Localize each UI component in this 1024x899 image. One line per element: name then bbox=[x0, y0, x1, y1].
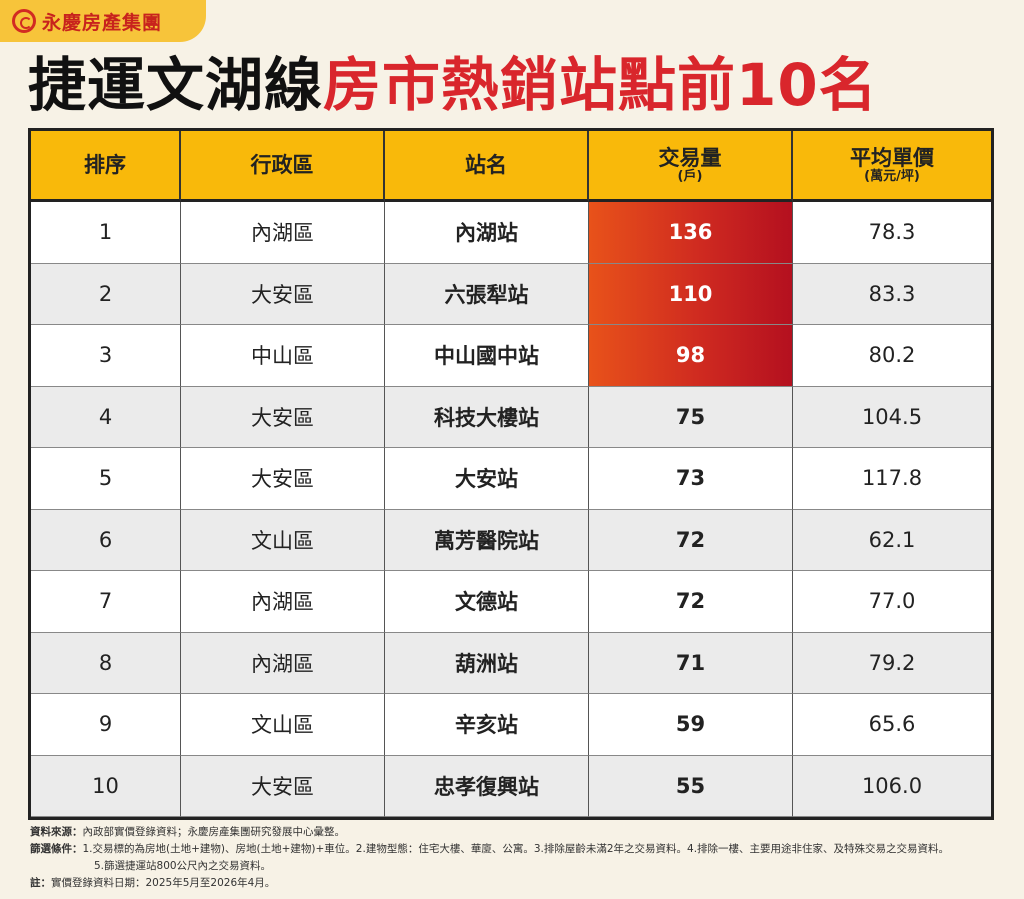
brand-name: 永慶房產集團 bbox=[42, 11, 163, 34]
source-label: 資料來源： bbox=[30, 826, 83, 838]
cell-district: 內湖區 bbox=[181, 632, 385, 694]
header-rank-label: 排序 bbox=[84, 153, 126, 177]
header-rank: 排序 bbox=[31, 131, 181, 202]
header-district: 行政區 bbox=[181, 131, 385, 202]
cell-volume: 75 bbox=[589, 386, 793, 448]
cell-price: 83.3 bbox=[793, 263, 991, 325]
cell-volume: 59 bbox=[589, 694, 793, 756]
brand-logo-icon bbox=[12, 9, 36, 33]
cell-volume: 55 bbox=[589, 755, 793, 817]
source-text: 內政部實價登錄資料；永慶房產集團研究發展中心彙整。 bbox=[82, 826, 346, 838]
cell-station: 文德站 bbox=[385, 571, 589, 633]
filter-label: 篩選條件： bbox=[30, 843, 83, 855]
cell-price: 80.2 bbox=[793, 325, 991, 387]
cell-price: 77.0 bbox=[793, 571, 991, 633]
cell-volume: 72 bbox=[589, 509, 793, 571]
cell-district: 文山區 bbox=[181, 509, 385, 571]
header-volume-unit: (戶) bbox=[677, 168, 703, 184]
page-title: 捷運文湖線房市熱銷站點前10名 bbox=[28, 50, 998, 120]
cell-station: 中山國中站 bbox=[385, 325, 589, 387]
cell-volume: 136 bbox=[589, 202, 793, 264]
filter-text: 1.交易標的為房地(土地+建物)、房地(土地+建物)+車位。2.建物型態：住宅大… bbox=[82, 843, 950, 855]
header-station: 站名 bbox=[385, 131, 589, 202]
header-price-unit: (萬元/坪) bbox=[864, 168, 920, 184]
footer-notes: 資料來源：內政部實價登錄資料；永慶房產集團研究發展中心彙整。 篩選條件：1.交易… bbox=[30, 824, 1000, 892]
cell-rank: 6 bbox=[31, 509, 181, 571]
cell-price: 78.3 bbox=[793, 202, 991, 264]
cell-district: 大安區 bbox=[181, 263, 385, 325]
cell-district: 大安區 bbox=[181, 755, 385, 817]
cell-district: 內湖區 bbox=[181, 202, 385, 264]
filter-note: 篩選條件：1.交易標的為房地(土地+建物)、房地(土地+建物)+車位。2.建物型… bbox=[30, 841, 1000, 858]
cell-district: 中山區 bbox=[181, 325, 385, 387]
cell-station: 忠孝復興站 bbox=[385, 755, 589, 817]
cell-volume: 110 bbox=[589, 263, 793, 325]
cell-rank: 1 bbox=[31, 202, 181, 264]
header-station-label: 站名 bbox=[465, 153, 507, 177]
cell-rank: 4 bbox=[31, 386, 181, 448]
cell-price: 106.0 bbox=[793, 755, 991, 817]
cell-station: 內湖站 bbox=[385, 202, 589, 264]
header-volume: 交易量 (戶) bbox=[589, 131, 793, 202]
cell-rank: 5 bbox=[31, 448, 181, 510]
cell-price: 104.5 bbox=[793, 386, 991, 448]
note-text: 實價登錄資料日期：2025年5月至2026年4月。 bbox=[51, 877, 276, 889]
header-price: 平均單價 (萬元/坪) bbox=[793, 131, 991, 202]
cell-station: 辛亥站 bbox=[385, 694, 589, 756]
cell-rank: 3 bbox=[31, 325, 181, 387]
cell-price: 79.2 bbox=[793, 632, 991, 694]
cell-rank: 7 bbox=[31, 571, 181, 633]
cell-district: 文山區 bbox=[181, 694, 385, 756]
cell-rank: 2 bbox=[31, 263, 181, 325]
cell-station: 大安站 bbox=[385, 448, 589, 510]
cell-station: 科技大樓站 bbox=[385, 386, 589, 448]
cell-station: 萬芳醫院站 bbox=[385, 509, 589, 571]
cell-district: 大安區 bbox=[181, 448, 385, 510]
filter-note-2: 5.篩選捷運站800公尺內之交易資料。 bbox=[94, 860, 272, 872]
cell-rank: 9 bbox=[31, 694, 181, 756]
cell-station: 六張犁站 bbox=[385, 263, 589, 325]
cell-district: 大安區 bbox=[181, 386, 385, 448]
cell-volume: 71 bbox=[589, 632, 793, 694]
ranking-table: 排序 行政區 站名 交易量 (戶) 平均單價 (萬元/坪) 1 內湖區 內湖站 136… bbox=[28, 128, 994, 820]
cell-volume: 98 bbox=[589, 325, 793, 387]
cell-volume: 73 bbox=[589, 448, 793, 510]
note-label: 註： bbox=[30, 877, 51, 889]
header-volume-label: 交易量 bbox=[658, 145, 722, 170]
cell-district: 內湖區 bbox=[181, 571, 385, 633]
brand-badge: 永慶房產集團 bbox=[0, 0, 206, 42]
date-note: 註：實價登錄資料日期：2025年5月至2026年4月。 bbox=[30, 875, 1000, 892]
cell-volume: 72 bbox=[589, 571, 793, 633]
header-district-label: 行政區 bbox=[250, 153, 314, 177]
header-price-label: 平均單價 bbox=[850, 145, 934, 170]
cell-price: 62.1 bbox=[793, 509, 991, 571]
cell-price: 117.8 bbox=[793, 448, 991, 510]
cell-rank: 10 bbox=[31, 755, 181, 817]
source-note: 資料來源：內政部實價登錄資料；永慶房產集團研究發展中心彙整。 bbox=[30, 824, 1000, 841]
cell-station: 葫洲站 bbox=[385, 632, 589, 694]
title-part1: 捷運文湖線 bbox=[28, 51, 324, 119]
title-part2: 房市熱銷站點前10名 bbox=[323, 51, 878, 119]
cell-rank: 8 bbox=[31, 632, 181, 694]
cell-price: 65.6 bbox=[793, 694, 991, 756]
